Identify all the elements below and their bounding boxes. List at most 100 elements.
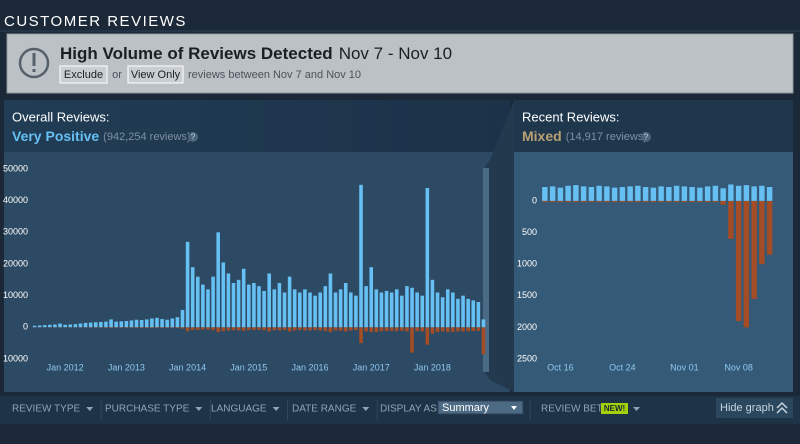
bar — [658, 200, 664, 203]
x-tick-label: Jan 2015 — [230, 362, 267, 372]
bar — [247, 327, 251, 331]
bar — [461, 295, 465, 328]
bar — [308, 292, 312, 328]
filter-label[interactable]: PURCHASE TYPE — [105, 404, 190, 415]
bar — [627, 186, 633, 201]
alert-text: reviews between Nov 7 and Nov 10 — [188, 69, 361, 81]
display-value[interactable]: Summary — [442, 402, 490, 414]
bar — [542, 187, 548, 201]
y-tick-label: 20000 — [3, 258, 28, 268]
bar — [343, 327, 348, 332]
bar — [190, 327, 195, 331]
help-text[interactable]: ? — [191, 133, 196, 142]
bar — [303, 327, 307, 331]
arrow — [633, 407, 640, 411]
bar — [221, 327, 226, 332]
bar — [580, 200, 587, 203]
bar — [216, 327, 220, 333]
bar — [144, 327, 149, 328]
bar — [303, 289, 307, 328]
arrow — [362, 407, 370, 411]
bar — [420, 327, 425, 332]
bar — [119, 321, 124, 328]
filters: REVIEW TYPE PURCHASE TYPE LANGUAGE DATE RAN… — [12, 400, 378, 420]
zoom-range — [483, 168, 489, 372]
bar — [37, 325, 42, 328]
bar — [642, 187, 649, 201]
bar — [374, 289, 379, 328]
bar — [369, 267, 374, 328]
bar — [394, 289, 399, 328]
bar — [170, 318, 175, 328]
bar — [384, 290, 389, 328]
bar — [588, 187, 595, 201]
x-tick-label: Oct 24 — [609, 362, 636, 372]
bar — [298, 292, 302, 328]
bar — [384, 327, 389, 332]
display-select[interactable] — [437, 400, 524, 415]
exclude-button[interactable] — [59, 65, 108, 84]
y-tick-label: 10000 — [3, 290, 28, 300]
bar — [604, 200, 610, 203]
bar — [180, 309, 185, 328]
hide-graph-button[interactable] — [716, 398, 793, 418]
bar — [63, 324, 67, 328]
bar — [420, 295, 425, 328]
bar — [471, 327, 476, 332]
y-tick-label: 2000 — [517, 322, 537, 332]
bar — [573, 185, 579, 201]
arrow — [86, 407, 94, 411]
bar — [241, 327, 246, 331]
bar — [565, 200, 571, 203]
recent-label: Recent Reviews: — [522, 109, 620, 124]
bar — [150, 318, 154, 328]
bar — [658, 186, 664, 201]
alert-dates: Nov 7 - Nov 10 — [339, 44, 452, 63]
help-icon[interactable] — [641, 132, 651, 142]
hide-graph-label[interactable]: Hide graph — [720, 402, 774, 414]
exclude-label[interactable]: Exclude — [64, 69, 103, 81]
overall-label: Overall Reviews: — [12, 109, 110, 124]
bar — [68, 324, 73, 328]
beta-label[interactable]: REVIEW BETA — [541, 404, 609, 415]
bar — [364, 327, 368, 332]
view-only-label[interactable]: View Only — [131, 69, 181, 81]
bar — [435, 327, 440, 333]
y-tick-label: 0 — [23, 322, 28, 332]
help-text[interactable]: ? — [644, 133, 649, 142]
bar — [313, 327, 317, 331]
bar — [73, 324, 78, 328]
bar — [430, 279, 435, 328]
bar — [456, 327, 460, 332]
filter-label[interactable]: LANGUAGE — [211, 404, 267, 415]
bar — [175, 327, 180, 329]
bar — [277, 283, 282, 328]
filter-label[interactable]: DATE RANGE — [292, 404, 357, 415]
bar — [262, 327, 266, 331]
bar — [759, 200, 765, 265]
help-icon[interactable] — [188, 132, 198, 142]
bar — [435, 292, 440, 328]
new-badge — [601, 403, 628, 414]
filter-label[interactable]: REVIEW TYPE — [12, 404, 80, 415]
bar — [697, 187, 703, 201]
bar — [349, 327, 353, 331]
bar — [53, 324, 57, 328]
alert-title: High Volume of Reviews Detected Nov 7 - N… — [60, 44, 452, 63]
bar — [262, 290, 266, 328]
view-only-button[interactable] — [127, 65, 184, 84]
bar — [666, 187, 672, 201]
bar — [349, 292, 353, 328]
bar — [328, 273, 333, 328]
bar — [124, 327, 129, 328]
bar — [88, 322, 93, 328]
bar — [190, 267, 195, 328]
bar — [180, 327, 185, 329]
bar — [313, 295, 317, 328]
arrow — [272, 407, 280, 411]
rating: Very Positive — [12, 128, 99, 144]
bar — [735, 185, 742, 201]
bar — [364, 286, 368, 328]
bar — [139, 327, 144, 328]
bar — [642, 200, 649, 203]
